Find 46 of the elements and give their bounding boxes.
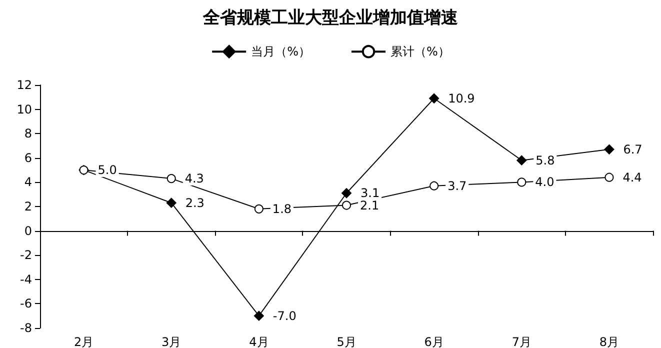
y-tick-label: 6 — [24, 150, 32, 165]
y-tick-label: -4 — [20, 272, 32, 286]
point — [342, 188, 352, 198]
point — [254, 204, 264, 214]
y-tick-label: 10 — [16, 102, 32, 116]
x-tick-label: 8月 — [599, 335, 620, 348]
point — [604, 144, 614, 154]
x-tick-label: 3月 — [162, 335, 182, 348]
point — [517, 178, 526, 187]
y-tick-label: 2 — [24, 200, 32, 214]
y-tick-label: -2 — [20, 248, 32, 262]
data-label: -7.0 — [272, 308, 296, 323]
data-label: 4.3 — [184, 172, 204, 186]
point — [430, 181, 439, 190]
x-tick-label: 5月 — [336, 335, 356, 348]
data-label: 4.0 — [535, 175, 554, 190]
data-label: 1.8 — [272, 202, 292, 216]
data-label: 3.1 — [360, 186, 380, 200]
x-tick-label: 7月 — [512, 335, 532, 348]
y-tick-label: -8 — [20, 321, 32, 335]
legend-label: 当月（%） — [251, 44, 311, 59]
data-label: 4.4 — [622, 170, 642, 184]
data-label: 3.7 — [448, 178, 467, 193]
legend-label: 累计（%） — [390, 44, 450, 59]
data-label: 2.3 — [185, 196, 204, 210]
y-tick-label: -6 — [20, 296, 32, 311]
point — [166, 174, 176, 184]
data-label: 10.9 — [448, 91, 475, 106]
data-label: 5.0 — [98, 163, 117, 178]
x-tick-label: 6月 — [424, 335, 444, 348]
x-tick-label: 2月 — [74, 335, 94, 348]
x-tick-label: 4月 — [249, 335, 269, 348]
data-label: 5.8 — [536, 153, 555, 168]
point — [516, 155, 527, 166]
y-tick-label: 0 — [24, 224, 32, 238]
point — [429, 93, 440, 104]
y-tick-label: 8 — [24, 126, 32, 141]
y-tick-label: 12 — [16, 78, 32, 92]
data-label: 2.1 — [360, 198, 380, 212]
point — [342, 200, 351, 210]
y-tick-label: 4 — [24, 175, 32, 190]
point — [166, 198, 176, 208]
chart-title: 全省规模工业大型企业增加值增速 — [202, 8, 458, 27]
data-label: 6.7 — [623, 142, 642, 156]
point — [604, 172, 614, 182]
point — [254, 310, 264, 321]
